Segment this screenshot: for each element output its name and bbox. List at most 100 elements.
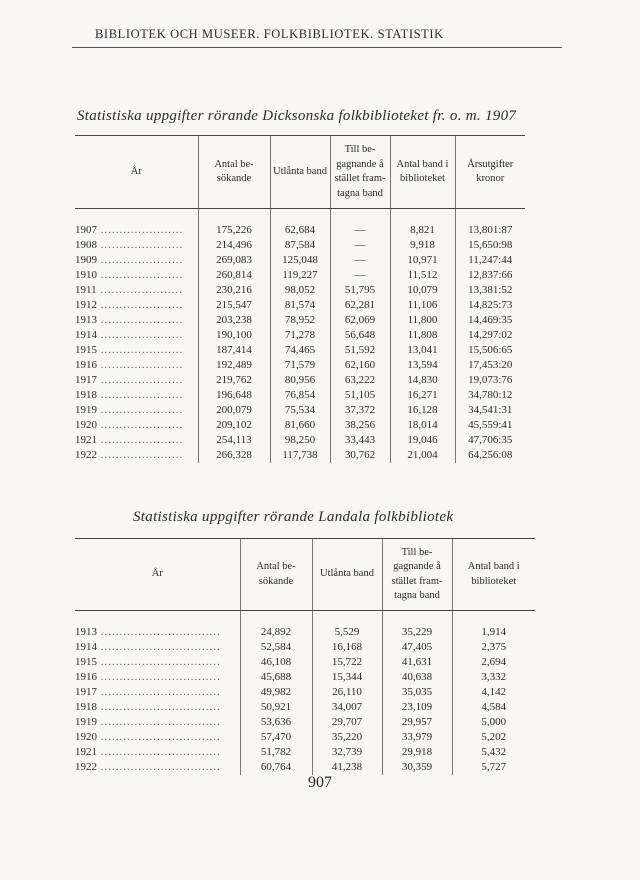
year-label: 1922 (75, 761, 97, 773)
value-cell: 117,738 (269, 448, 330, 463)
leader-dots: ...................... (97, 434, 184, 446)
header-expenses: Årsutgifter kronor (454, 135, 525, 209)
year-label: 1909 (75, 254, 97, 266)
value-cell: 63,222 (329, 373, 390, 388)
value-cell: 11,808 (389, 328, 455, 343)
value-cell: — (329, 253, 390, 268)
value-cell: 16,168 (311, 640, 382, 655)
value-cell: 41,238 (311, 760, 382, 775)
value-cell: 4,584 (451, 700, 535, 715)
header-loans: Utlånta band (311, 538, 382, 611)
value-cell: 4,142 (451, 685, 535, 700)
spacer-cell (454, 208, 525, 223)
value-cell: 30,762 (329, 448, 390, 463)
value-cell: 29,707 (311, 715, 382, 730)
spacer-cell (311, 610, 382, 625)
value-cell: 19,073:76 (454, 373, 525, 388)
spacer-cell (381, 610, 452, 625)
value-cell: 64,256:08 (454, 448, 525, 463)
year-cell: 1918 ...................... (75, 388, 198, 403)
year-label: 1907 (75, 224, 97, 236)
value-cell: 71,579 (269, 358, 330, 373)
year-cell: 1913 ................................ (75, 625, 240, 640)
year-label: 1913 (75, 314, 97, 326)
value-cell: 87,584 (269, 238, 330, 253)
year-label: 1916 (75, 359, 97, 371)
value-cell: 51,105 (329, 388, 390, 403)
value-cell: 15,344 (311, 670, 382, 685)
value-cell: 230,216 (197, 283, 270, 298)
value-cell: 16,271 (389, 388, 455, 403)
value-cell: 52,584 (239, 640, 312, 655)
value-cell: 76,854 (269, 388, 330, 403)
table-row: 1921 ................................ 51,… (75, 745, 535, 760)
value-cell: 5,000 (451, 715, 535, 730)
value-cell: 269,083 (197, 253, 270, 268)
value-cell: 24,892 (239, 625, 312, 640)
table-row: 1916 ...................... 192,489 71,579… (75, 358, 525, 373)
year-cell: 1914 ...................... (75, 328, 198, 343)
year-label: 1919 (75, 716, 97, 728)
year-cell: 1920 ................................ (75, 730, 240, 745)
value-cell: — (329, 223, 390, 238)
value-cell: 17,453:20 (454, 358, 525, 373)
leader-dots: ................................ (97, 626, 221, 638)
value-cell: 13,594 (389, 358, 455, 373)
page-number: 907 (308, 774, 332, 791)
value-cell: 74,465 (269, 343, 330, 358)
spacer-cell (239, 610, 312, 625)
value-cell: — (329, 268, 390, 283)
table-row: 1914 ...................... 190,100 71,278… (75, 328, 525, 343)
year-cell: 1910 ...................... (75, 268, 198, 283)
value-cell: 50,921 (239, 700, 312, 715)
leader-dots: ................................ (97, 761, 221, 773)
table-row: 1918 ...................... 196,648 76,854… (75, 388, 525, 403)
header-onsite-use: Till be-gagnande å stället fram-tagna ba… (329, 135, 390, 209)
year-cell: 1911 ...................... (75, 283, 198, 298)
leader-dots: ................................ (97, 731, 221, 743)
value-cell: 80,956 (269, 373, 330, 388)
leader-dots: ...................... (97, 224, 184, 236)
value-cell: 192,489 (197, 358, 270, 373)
value-cell: 56,648 (329, 328, 390, 343)
value-cell: 45,559:41 (454, 418, 525, 433)
value-cell: 5,432 (451, 745, 535, 760)
table-row: 1915 ...................... 187,414 74,465… (75, 343, 525, 358)
value-cell: 81,660 (269, 418, 330, 433)
value-cell: 13,381:52 (454, 283, 525, 298)
spacer-cell (389, 208, 455, 223)
value-cell: 33,979 (381, 730, 452, 745)
header-volumes: Antal band i biblioteket (451, 538, 535, 611)
value-cell: 3,332 (451, 670, 535, 685)
value-cell: 16,128 (389, 403, 455, 418)
value-cell: 9,918 (389, 238, 455, 253)
table-row: 1913 ................................ 24,… (75, 625, 535, 640)
table-row: 1921 ...................... 254,113 98,250… (75, 433, 525, 448)
landala-table: År Antal be-sökande Utlånta band Till be… (75, 538, 535, 775)
header-volumes: Antal band i biblioteket (389, 135, 455, 209)
spacer-cell (75, 209, 198, 224)
value-cell: 119,227 (269, 268, 330, 283)
value-cell: 75,534 (269, 403, 330, 418)
value-cell: 14,469:35 (454, 313, 525, 328)
value-cell: 53,636 (239, 715, 312, 730)
value-cell: 35,229 (381, 625, 452, 640)
value-cell: 29,918 (381, 745, 452, 760)
value-cell: 13,041 (389, 343, 455, 358)
spacer-row (75, 208, 525, 224)
value-cell: 10,079 (389, 283, 455, 298)
value-cell: 125,048 (269, 253, 330, 268)
value-cell: 34,780:12 (454, 388, 525, 403)
table-row: 1916 ................................ 45,… (75, 670, 535, 685)
value-cell: 5,202 (451, 730, 535, 745)
value-cell: 62,160 (329, 358, 390, 373)
value-cell: 187,414 (197, 343, 270, 358)
value-cell: 5,727 (451, 760, 535, 775)
value-cell: 41,631 (381, 655, 452, 670)
year-cell: 1912 ...................... (75, 298, 198, 313)
year-cell: 1909 ...................... (75, 253, 198, 268)
value-cell: 98,250 (269, 433, 330, 448)
year-label: 1908 (75, 239, 97, 251)
value-cell: 196,648 (197, 388, 270, 403)
value-cell: 209,102 (197, 418, 270, 433)
